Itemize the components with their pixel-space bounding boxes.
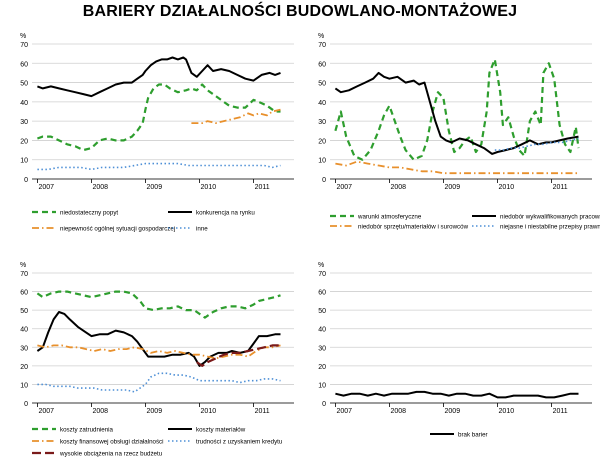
y-tick-label: 0: [24, 177, 28, 184]
chart-panel-1: 0 10 20 30 40 50 60 70% 2007 2008 2009 2010 2011 nied…: [20, 33, 294, 233]
legend-label: niejasne i niestabilne przepisy prawne: [500, 224, 600, 231]
y-tick-label: 60: [318, 61, 326, 68]
x-tick-label: 2008: [93, 408, 109, 415]
series-line-1-3: [191, 108, 281, 124]
y-tick-label: 70: [318, 42, 326, 49]
y-tick-label: 60: [318, 290, 326, 297]
series-line-3-1: [36, 290, 281, 319]
y-tick-label: 30: [20, 345, 28, 352]
x-tick-label: 2009: [147, 184, 163, 191]
series-line-1-2: [37, 56, 281, 98]
page-title: BARIERY DZIAŁALNOŚCI BUDOWLANO-MONTAŻOWE…: [82, 3, 518, 20]
legend-label: koszty finansowej obsługi działalności: [60, 439, 164, 446]
x-tick-label: 2009: [445, 408, 461, 415]
y-unit-label: %: [318, 262, 324, 269]
series-line-4-1: [335, 390, 579, 399]
series-line-3-4: [37, 372, 281, 393]
series-line-2-4: [494, 137, 579, 151]
y-tick-label: 70: [318, 271, 326, 278]
y-tick-label: 30: [318, 345, 326, 352]
x-tick-label: 2008: [391, 408, 407, 415]
y-tick-label: 20: [20, 364, 28, 371]
x-tick-label: 2011: [255, 408, 270, 415]
y-tick-label: 0: [322, 401, 326, 408]
x-tick-label: 2007: [38, 184, 54, 191]
x-tick-label: 2008: [391, 184, 407, 191]
legend-label: niedobór wykwalifikowanych pracowników: [500, 214, 600, 221]
x-tick-label: 2010: [499, 408, 515, 415]
y-tick-label: 20: [20, 138, 28, 145]
legend-label: niepewność ogólnej sytuacji gospodarczej: [60, 226, 175, 233]
y-tick-label: 10: [20, 158, 28, 165]
series-line-1-1: [37, 83, 281, 152]
y-tick-label: 50: [318, 81, 326, 88]
y-tick-label: 50: [20, 81, 28, 88]
y-unit-label: %: [20, 262, 26, 269]
y-tick-label: 0: [322, 177, 326, 184]
y-tick-label: 30: [20, 119, 28, 126]
chart-panel-4: 0 10 20 30 40 50 60 70% 2007 2008 2009 2010 2011 brak…: [318, 262, 592, 439]
chart-panel-2: 0 10 20 30 40 50 60 70% 2007 2008 2009 2010 2011 waru…: [318, 33, 600, 231]
legend-label: niedostateczny popyt: [60, 210, 118, 217]
x-tick-label: 2010: [499, 184, 515, 191]
x-tick-label: 2009: [147, 408, 163, 415]
y-tick-label: 0: [24, 401, 28, 408]
chart-panel-3: 0 10 20 30 40 50 60 70% 2007 2008 2009 2010 2011 kosz…: [20, 262, 294, 458]
y-tick-label: 50: [318, 308, 326, 315]
x-tick-label: 2011: [553, 184, 568, 191]
y-tick-label: 70: [20, 42, 28, 49]
series-line-3-3: [37, 344, 281, 360]
y-tick-label: 40: [318, 327, 326, 334]
legend-label: konkurencja na rynku: [196, 210, 255, 217]
y-tick-label: 30: [318, 119, 326, 126]
y-tick-label: 10: [318, 382, 326, 389]
y-tick-label: 40: [20, 327, 28, 334]
y-tick-label: 40: [20, 100, 28, 107]
legend-label: trudności z uzyskaniem kredytu: [196, 439, 283, 446]
y-tick-label: 50: [20, 308, 28, 315]
y-tick-label: 40: [318, 100, 326, 107]
x-tick-label: 2008: [93, 184, 109, 191]
x-tick-label: 2010: [201, 184, 217, 191]
legend-label: brak barier: [458, 432, 488, 439]
x-tick-label: 2010: [201, 408, 217, 415]
y-unit-label: %: [318, 33, 324, 40]
x-tick-label: 2007: [336, 408, 352, 415]
x-tick-label: 2007: [336, 184, 352, 191]
series-line-3-2: [36, 311, 281, 367]
y-tick-label: 10: [318, 158, 326, 165]
y-unit-label: %: [20, 33, 26, 40]
x-tick-label: 2011: [553, 408, 568, 415]
legend-label: warunki atmosferyczne: [357, 214, 422, 221]
legend-label: inne: [196, 226, 208, 233]
series-line-2-2: [334, 71, 579, 155]
y-tick-label: 20: [318, 364, 326, 371]
y-tick-label: 60: [20, 290, 28, 297]
series-line-2-3: [335, 160, 579, 175]
series-line-3-5: [196, 344, 281, 367]
legend-label: koszty materiałów: [196, 427, 246, 434]
y-tick-label: 70: [20, 271, 28, 278]
legend-label: wysokie obciążenia na rzecz budżetu: [59, 451, 163, 458]
y-tick-label: 20: [318, 138, 326, 145]
series-line-1-4: [37, 162, 281, 171]
y-tick-label: 60: [20, 61, 28, 68]
x-tick-label: 2011: [255, 184, 270, 191]
x-tick-label: 2007: [38, 408, 54, 415]
series-line-2-1: [334, 58, 580, 161]
y-tick-label: 10: [20, 382, 28, 389]
legend-label: koszty zatrudnienia: [60, 427, 114, 434]
x-tick-label: 2009: [445, 184, 461, 191]
legend-label: niedobór sprzętu/materiałów i surowców: [358, 224, 469, 231]
